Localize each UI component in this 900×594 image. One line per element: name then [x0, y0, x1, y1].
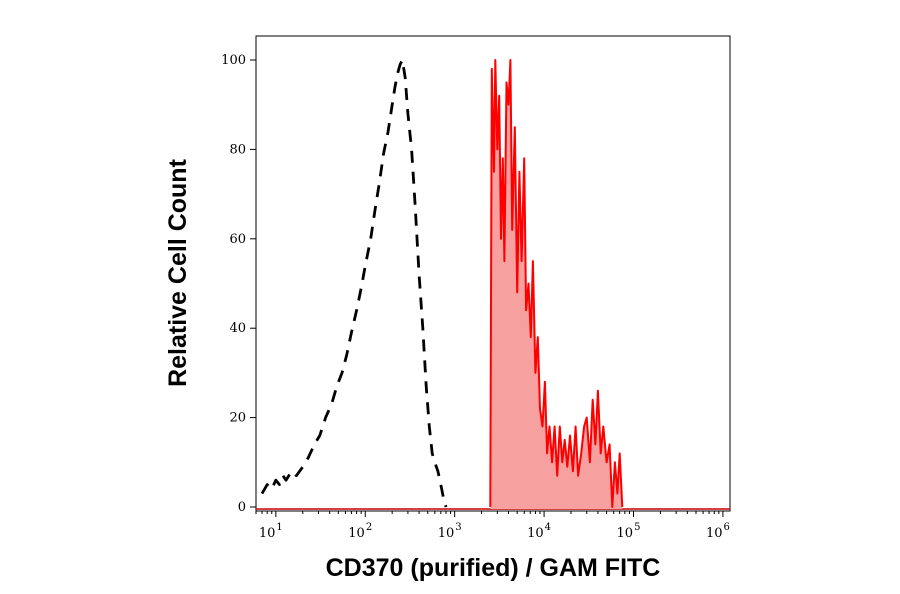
- y-tick-label: 80: [229, 142, 246, 157]
- y-tick-label: 40: [229, 321, 246, 336]
- x-tick-label: 105: [617, 522, 641, 541]
- series-layer: [256, 58, 730, 510]
- y-axis-title: Relative Cell Count: [164, 158, 192, 386]
- series-1-line: [260, 58, 448, 508]
- x-tick-label: 101: [259, 522, 283, 541]
- x-tick-label: 106: [706, 522, 730, 541]
- x-axis-title: CD370 (purified) / GAM FITC: [326, 554, 661, 582]
- y-tick-label: 20: [229, 411, 246, 426]
- series-2-line: [489, 59, 624, 508]
- y-axis: 0 20 40 60 80 100: [221, 53, 256, 515]
- plot-frame: [255, 35, 731, 512]
- x-tick-label: 102: [348, 522, 372, 541]
- y-tick-label: 60: [229, 232, 246, 247]
- series-2-area: [490, 60, 623, 509]
- y-tick-label: 100: [221, 53, 246, 68]
- y-tick-label: 0: [238, 500, 246, 515]
- x-axis: 101 102 103 104 105 106: [255, 511, 730, 541]
- x-tick-label: 103: [438, 522, 462, 541]
- x-tick-label: 104: [527, 522, 551, 541]
